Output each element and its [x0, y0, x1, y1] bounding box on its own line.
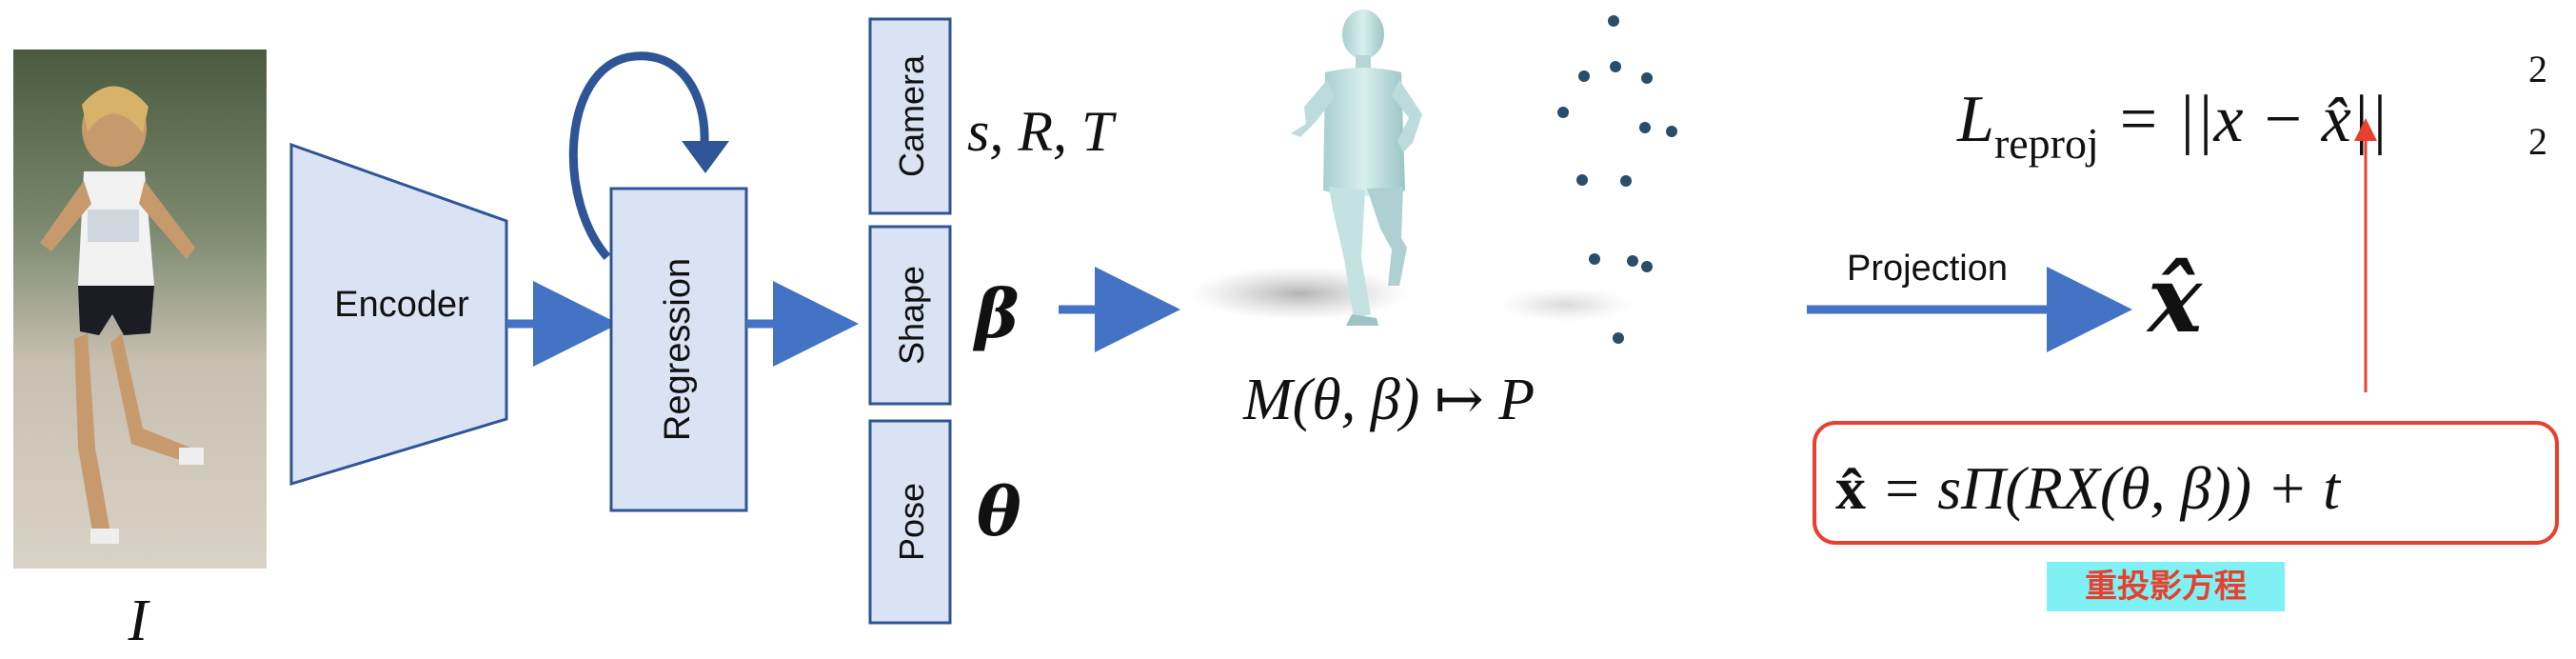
encoder-block: [289, 142, 508, 487]
keypoint: [1589, 253, 1600, 265]
pose-symbol: θ: [977, 472, 1021, 551]
param-shape: Shape β: [868, 225, 1019, 406]
reprojection-equation-box: [1813, 421, 2559, 545]
loss-norm-sub: 2: [2528, 120, 2547, 163]
regression-loop-arrowhead: [682, 141, 729, 173]
shape-tag-box: [868, 225, 952, 406]
reprojection-loss: Lreproj = ||x − x̂|| 2 2: [1956, 48, 2547, 168]
loss-body: = ||x − x̂||: [2099, 83, 2388, 156]
loss-symbol: L: [1956, 83, 1994, 156]
pose-tag-box: [868, 419, 952, 625]
mesh-shadow: [1190, 267, 1409, 320]
equation-rhs: = sΠ(RX(θ, β)) + t: [1866, 454, 2342, 522]
keypoint: [1610, 61, 1621, 72]
shape-tag-label: Shape: [892, 266, 931, 365]
param-camera: Camera s, R, T: [868, 17, 1117, 215]
shape-symbol: β: [972, 274, 1019, 353]
input-photo: [13, 50, 267, 569]
keypoint-cloud: [1499, 15, 1677, 344]
keypoint: [1639, 122, 1651, 133]
regression-iteration-loop: [568, 51, 709, 260]
projection-label: Projection: [1847, 249, 2008, 289]
camera-tag-box: [868, 17, 952, 215]
keypoint: [1608, 15, 1619, 27]
svg-text:Lreproj = ||x − x̂||: Lreproj = ||x − x̂||: [1956, 83, 2388, 168]
keypoint: [1557, 107, 1569, 118]
regression-label: Regression: [658, 258, 698, 441]
encoder-label: Encoder: [334, 285, 469, 325]
keypoint: [1641, 72, 1653, 84]
pose-tag-label: Pose: [892, 483, 931, 561]
param-pose: Pose θ: [868, 419, 1021, 625]
keypoint: [1641, 261, 1653, 272]
smpl-mesh-figure: [1190, 10, 1422, 326]
camera-tag-label: Camera: [892, 54, 931, 177]
equation-lhs: x̂: [1835, 454, 1866, 522]
reprojection-equation-note: 重投影方程: [2047, 562, 2285, 611]
keypoint: [1613, 332, 1624, 344]
keypoint: [1620, 175, 1632, 187]
svg-text:x̂ = sΠ(RX(θ, β)) + t: x̂ = sΠ(RX(θ, β)) + t: [1835, 454, 2342, 522]
camera-symbol: s, R, T: [967, 100, 1117, 163]
keypoint: [1666, 126, 1677, 137]
loss-norm-sup: 2: [2528, 48, 2547, 90]
regression-block: [609, 187, 748, 512]
keypoint: [1627, 255, 1638, 267]
keypoint: [1578, 70, 1590, 82]
keypoint: [1576, 174, 1588, 186]
loss-subscript: reproj: [1994, 119, 2099, 168]
mesh-formula: M(θ, β) ↦ P: [1242, 368, 1535, 432]
projected-keypoints-symbol: x̂: [2146, 246, 2204, 353]
input-image-symbol: I: [128, 589, 151, 653]
